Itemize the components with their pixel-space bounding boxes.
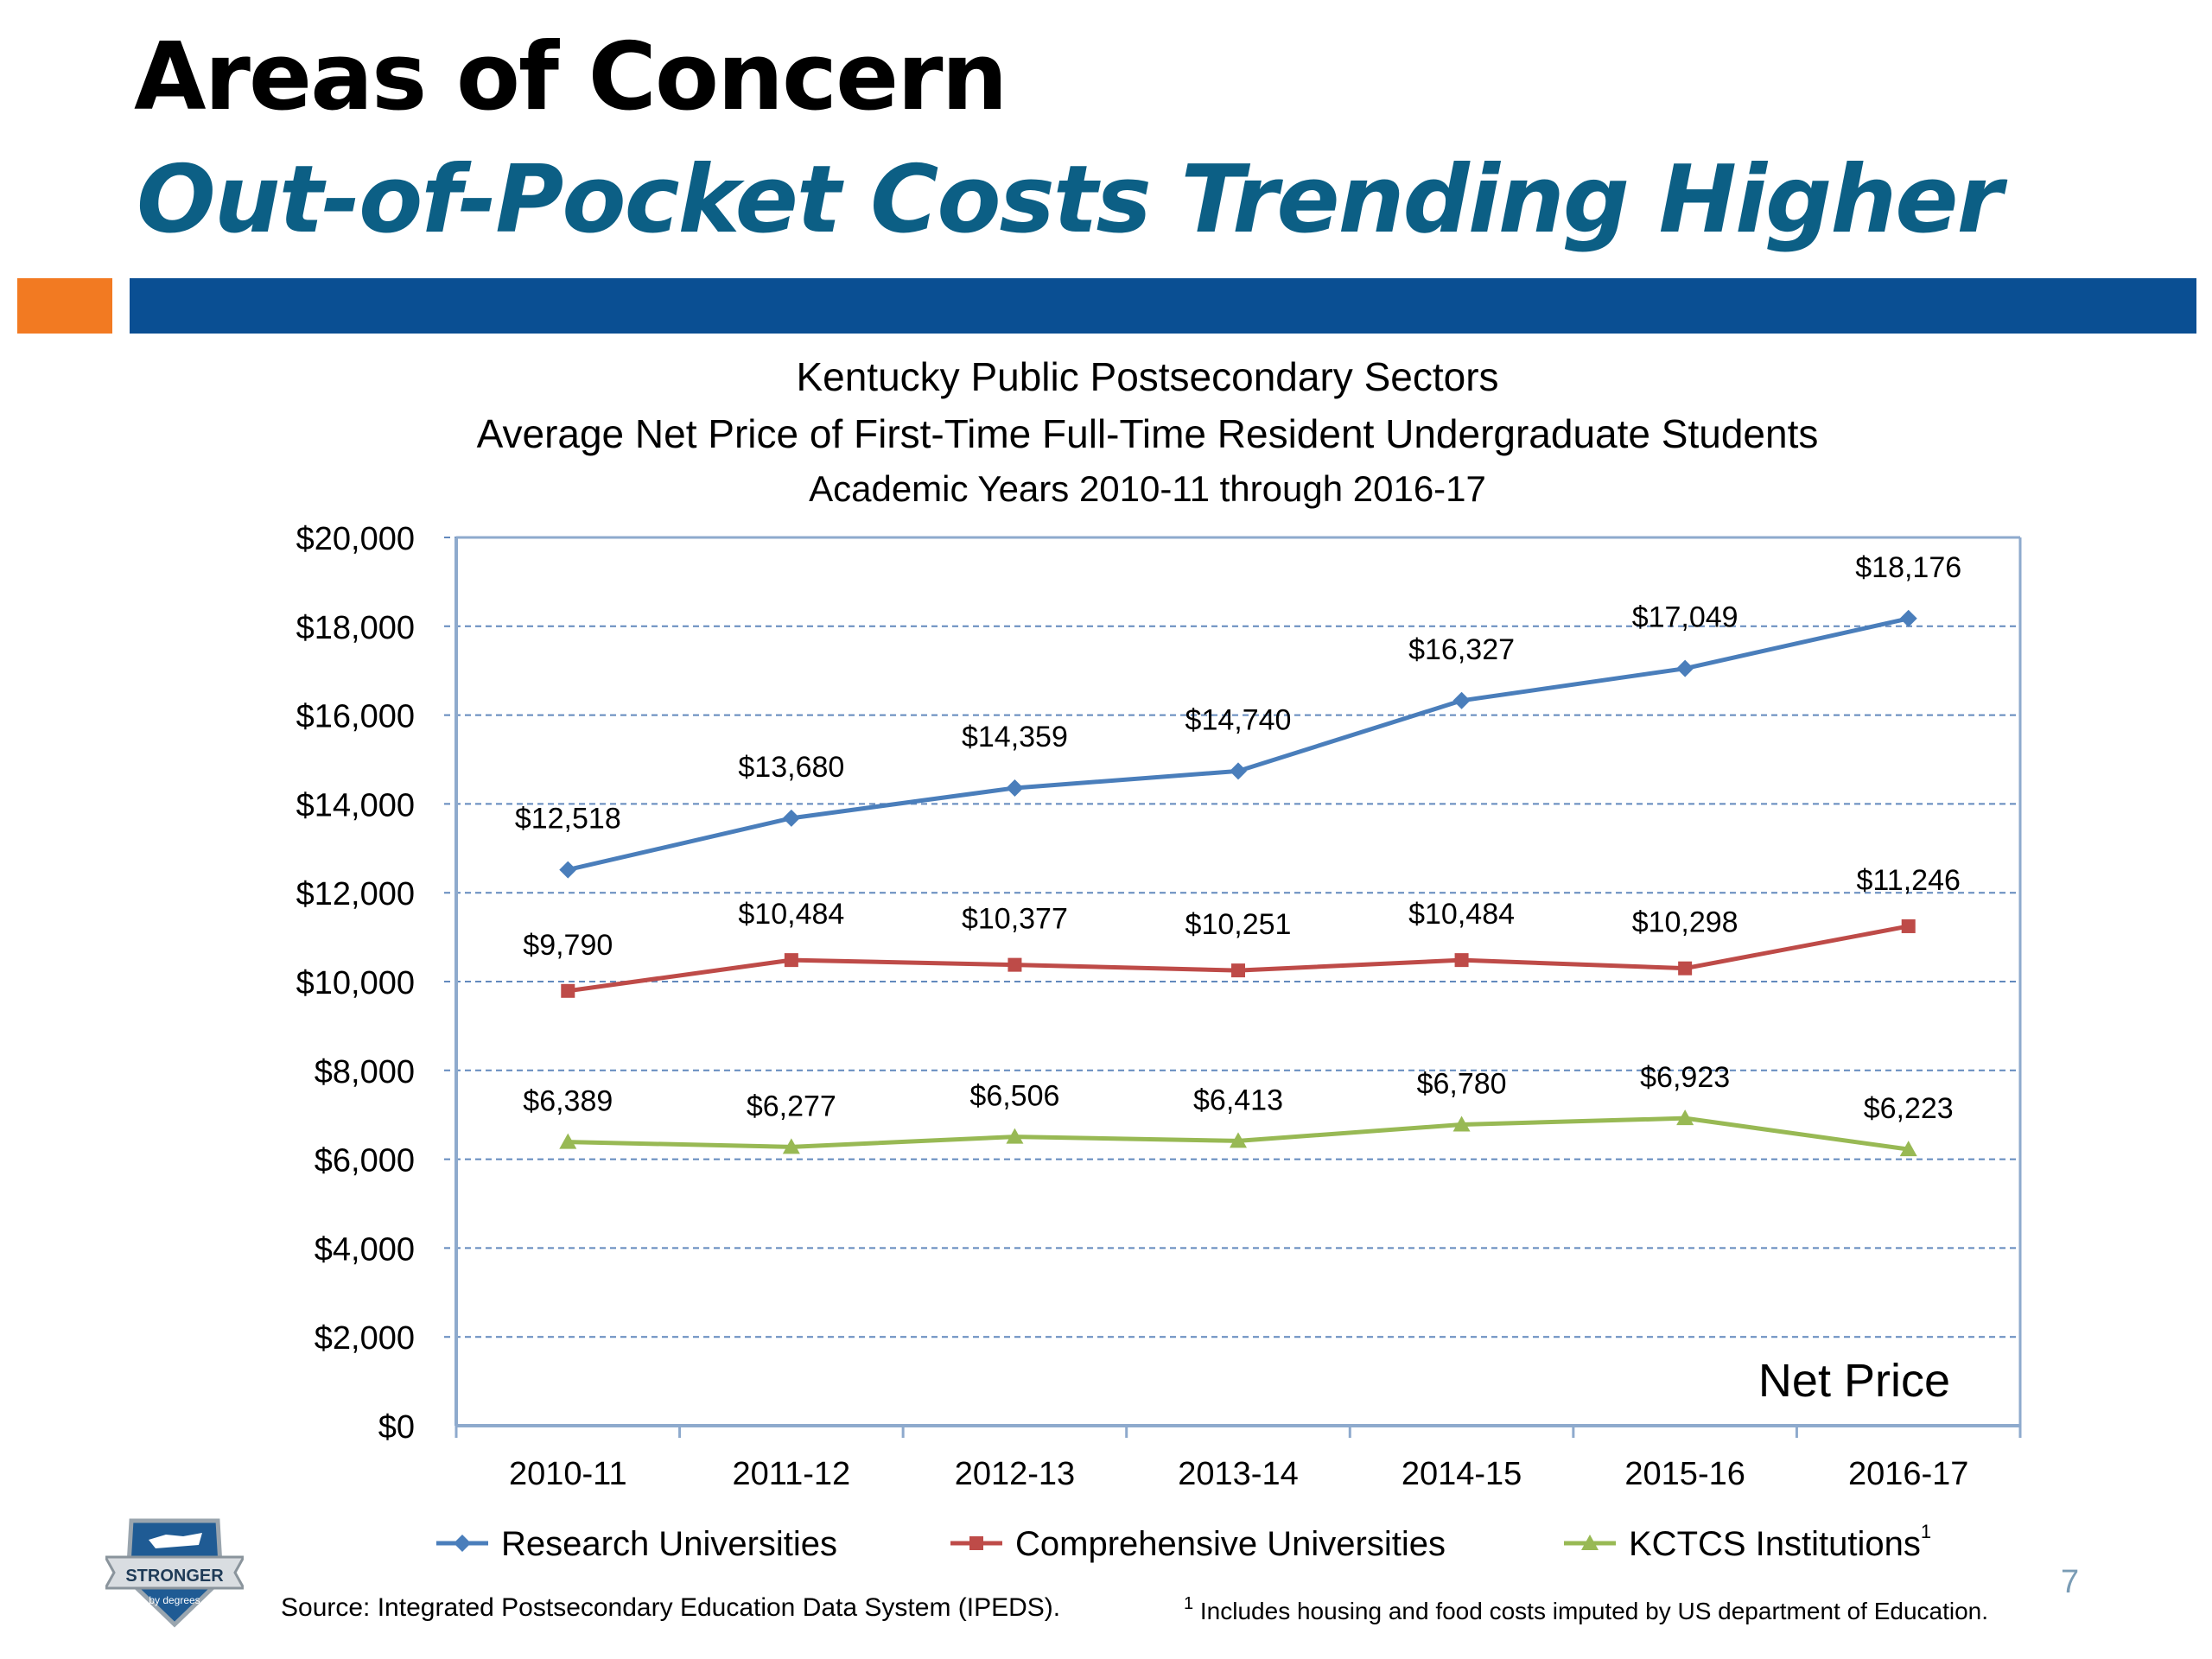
data-point-marker [782, 1138, 800, 1154]
x-tick-label: 2016-17 [1848, 1456, 1968, 1492]
legend-label: Comprehensive Universities [1015, 1525, 1446, 1563]
series-line-1 [567, 616, 1910, 873]
logo-text: STRONGER [125, 1567, 224, 1586]
data-point-marker [1006, 779, 1024, 797]
data-point-marker [1007, 957, 1022, 972]
data-label: $14,359 [962, 721, 1068, 753]
data-point-marker [561, 983, 575, 998]
data-label: $6,389 [523, 1085, 613, 1118]
data-point-marker [782, 809, 800, 827]
y-tick-label: $10,000 [296, 965, 415, 1001]
stronger-by-degrees-logo: STRONGER by degrees [105, 1518, 244, 1628]
y-tick-label: $12,000 [296, 876, 415, 912]
data-label: $6,277 [747, 1090, 836, 1122]
data-label: $6,223 [1864, 1092, 1954, 1125]
data-point-marker [1006, 1128, 1024, 1144]
data-point-marker [1452, 1116, 1471, 1132]
legend-marker [1581, 1535, 1599, 1550]
footnote-marker: 1 [1184, 1594, 1193, 1613]
data-point-marker [1230, 1132, 1247, 1148]
data-label: $10,251 [1185, 908, 1292, 941]
legend-superscript: 1 [1921, 1521, 1931, 1542]
data-point-marker [1676, 659, 1694, 677]
data-point-marker [1899, 1141, 1917, 1157]
x-tick-label: 2014-15 [1402, 1456, 1522, 1492]
data-label: $6,413 [1193, 1084, 1283, 1116]
y-tick-label: $18,000 [296, 610, 415, 646]
chart-title-line-1: Kentucky Public Postsecondary Sectors [796, 354, 1498, 399]
legend-label: KCTCS Institutions1 [1629, 1521, 1931, 1563]
data-label: $14,740 [1185, 703, 1292, 736]
chart-title: Kentucky Public Postsecondary Sectors Av… [477, 354, 1819, 509]
logo-subtext: by degrees [149, 1594, 200, 1606]
y-tick-label: $0 [378, 1409, 415, 1446]
legend: Research Universities Comprehensive Unive… [436, 1521, 1931, 1563]
legend-label: Research Universities [501, 1525, 837, 1563]
data-point-marker [1678, 961, 1693, 976]
data-point-marker [559, 861, 577, 879]
data-label: $10,484 [738, 898, 844, 931]
data-point-marker [1676, 1109, 1694, 1126]
data-point-marker [1231, 963, 1245, 978]
data-point-marker [1452, 691, 1471, 709]
series-markers [559, 609, 1917, 1157]
footnote: 1 Includes housing and food costs impute… [1184, 1594, 1988, 1624]
x-tick-label: 2013-14 [1178, 1456, 1298, 1492]
data-label: $13,680 [738, 751, 844, 784]
data-label: $11,246 [1857, 864, 1961, 897]
data-label: $17,049 [1632, 601, 1738, 634]
data-label: $10,377 [962, 903, 1068, 936]
y-tick-label: $6,000 [315, 1143, 415, 1179]
slide-subtitle: Out-of-Pocket Costs Trending Higher [137, 146, 2003, 254]
legend-marker [969, 1536, 983, 1550]
source-note: Source: Integrated Postsecondary Educati… [281, 1593, 1060, 1622]
data-label: $18,176 [1855, 551, 1961, 584]
x-tick-label: 2015-16 [1624, 1456, 1745, 1492]
net-price-line-chart: Kentucky Public Postsecondary Sectors Av… [281, 354, 2022, 1624]
chart-title-line-3: Academic Years 2010-11 through 2016-17 [809, 468, 1486, 509]
net-price-annotation: Net Price [1758, 1355, 1950, 1407]
data-point-marker [1230, 762, 1247, 780]
chart-title-line-2: Average Net Price of First-Time Full-Tim… [477, 411, 1819, 456]
data-label: $12,518 [515, 803, 621, 836]
y-axis-tick-labels: $0 $2,000 $4,000 $6,000 $8,000 $10,000 $12,000… [296, 521, 415, 1446]
data-label: $9,790 [523, 929, 613, 962]
slide-title: Areas of Concern [134, 23, 1007, 131]
x-tick-label: 2010-11 [509, 1456, 627, 1492]
data-point-marker [784, 953, 798, 968]
x-axis-tick-labels: 2010-11 2011-12 2012-13 2013-14 2014-15 2015-… [454, 1426, 2022, 1492]
accent-bar [130, 278, 2196, 334]
data-point-marker [559, 1133, 577, 1149]
data-point-marker [1454, 953, 1469, 968]
data-label: $6,923 [1640, 1061, 1730, 1094]
y-tick-label: $16,000 [296, 699, 415, 735]
x-tick-label: 2011-12 [733, 1456, 851, 1492]
data-point-marker [1899, 609, 1917, 627]
page-number: 7 [2061, 1564, 2080, 1600]
plot-frame [454, 536, 2022, 1427]
y-tick-label: $2,000 [315, 1320, 415, 1357]
y-tick-label: $4,000 [315, 1231, 415, 1268]
data-label: $10,484 [1408, 898, 1515, 931]
data-label: $10,298 [1632, 906, 1738, 939]
footnote-text: Includes housing and food costs imputed … [1193, 1598, 1988, 1624]
y-tick-label: $8,000 [315, 1054, 415, 1090]
accent-square [17, 278, 112, 334]
data-labels: $12,518 $13,680 $14,359 $14,740 $16,327 $17,0… [515, 551, 1961, 1125]
data-label: $6,506 [969, 1080, 1059, 1113]
legend-marker [454, 1535, 471, 1552]
data-label: $16,327 [1408, 633, 1515, 666]
data-label: $6,780 [1417, 1068, 1507, 1101]
data-point-marker [1901, 918, 1916, 933]
y-tick-label: $14,000 [296, 787, 415, 823]
x-tick-label: 2012-13 [955, 1456, 1075, 1492]
y-tick-label: $20,000 [296, 521, 415, 557]
